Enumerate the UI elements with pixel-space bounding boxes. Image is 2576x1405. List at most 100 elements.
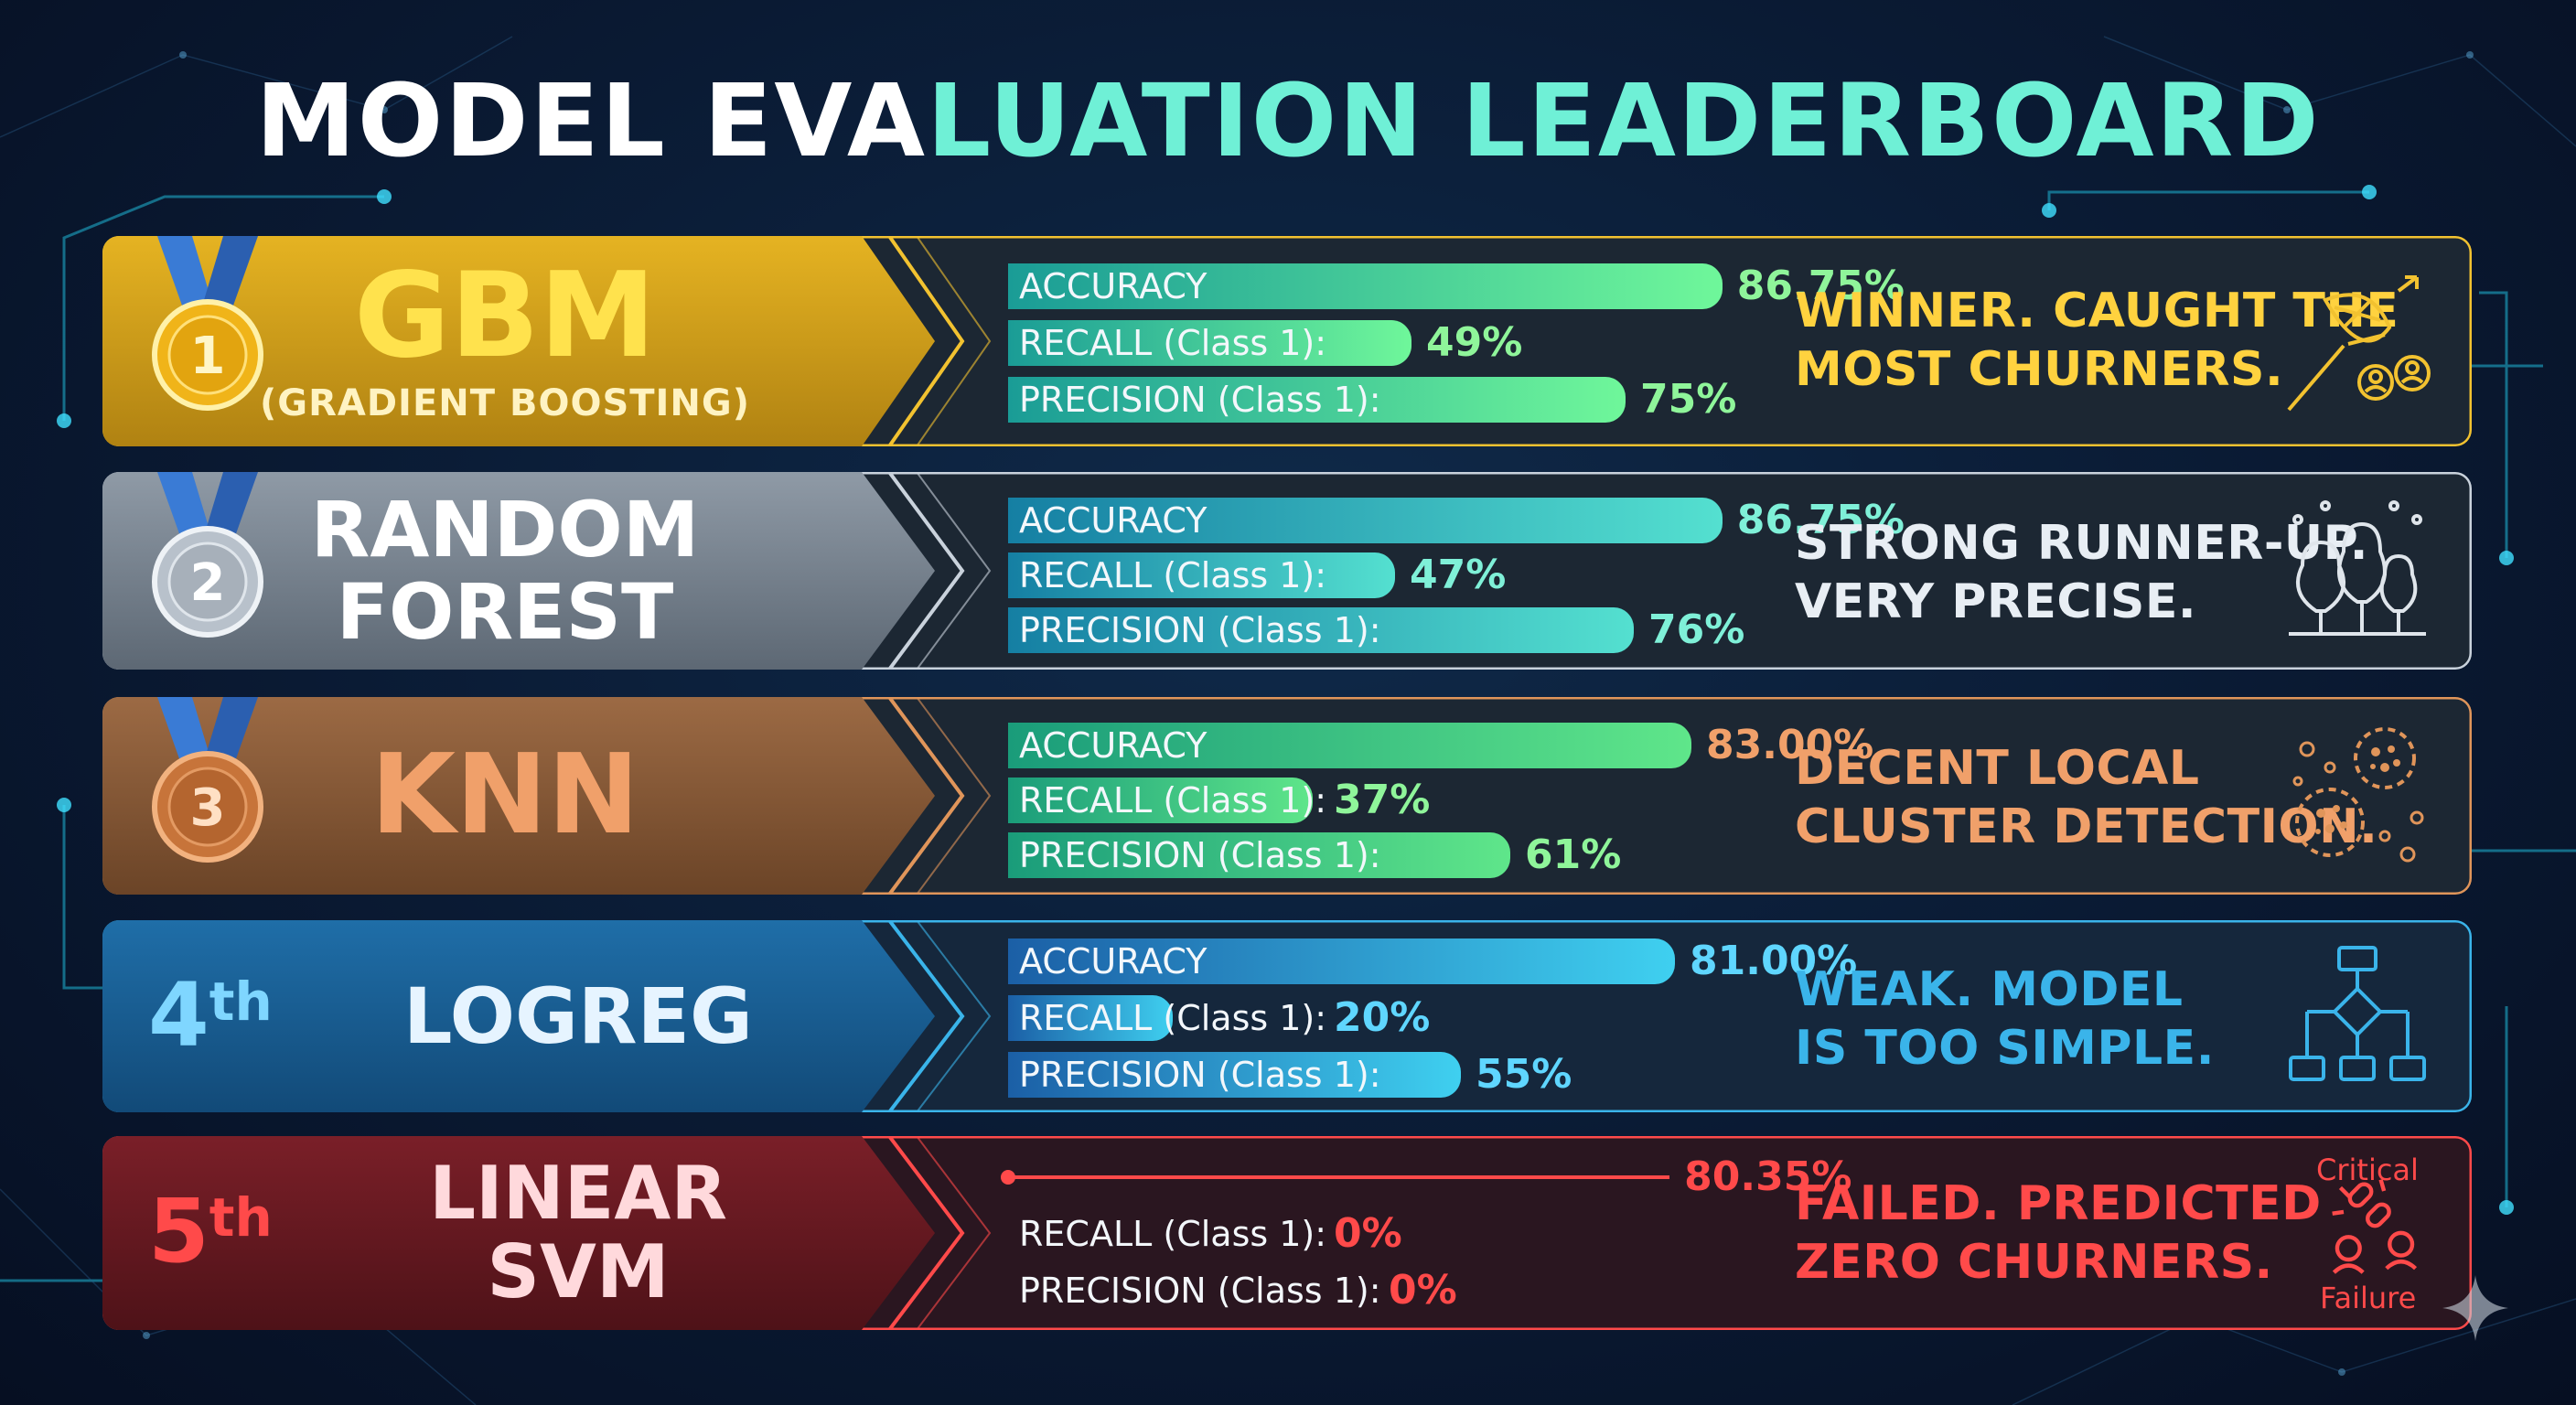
- rank-number: 4: [148, 964, 209, 1067]
- leaderboard-row-linear-svm: 5th LINEAR SVM 80.35% RECALL (Class 1): …: [102, 1136, 2472, 1330]
- comment-linear-svm: FAILED. PREDICTED ZERO CHURNERS.: [1795, 1174, 2322, 1292]
- comment-line-2: IS TOO SIMPLE.: [1795, 1021, 2215, 1076]
- label-accuracy: ACCURACY: [1019, 500, 1208, 541]
- value-precision: 55%: [1476, 1051, 1572, 1098]
- bar-precision: [1008, 377, 1626, 423]
- metric-bars: ACCURACY 86.75% RECALL (Class 1): 49% PR…: [907, 236, 1914, 446]
- label-precision: PRECISION (Class 1):: [1019, 1271, 1381, 1311]
- rank-suffix: th: [209, 1186, 273, 1249]
- comment-line-2: VERY PRECISE.: [1795, 574, 2197, 629]
- bar-recall: [1008, 995, 1173, 1041]
- model-name-gbm: GBM: [354, 248, 656, 384]
- metric-bars: ACCURACY 86.75% RECALL (Class 1): 47% PR…: [907, 472, 1914, 670]
- comment-line-1: DECENT LOCAL: [1795, 741, 2200, 796]
- label-precision: PRECISION (Class 1):: [1019, 835, 1381, 875]
- value-accuracy: 86.75%: [1736, 263, 1905, 309]
- medal-rank-1: 1: [190, 327, 226, 386]
- bronze-medal-icon: 3: [152, 697, 263, 863]
- comment-line-1: FAILED. PREDICTED: [1795, 1176, 2322, 1231]
- leaderboard-row-gbm: 1 GBM (GRADIENT BOOSTING) ACCURACY 86.75…: [102, 236, 2472, 446]
- value-recall: 20%: [1334, 994, 1431, 1041]
- bar-accuracy: [1008, 498, 1723, 543]
- bar-recall: [1008, 778, 1313, 823]
- leaderboard-row-logreg: 4th LOGREG ACCURACY 81.00% RECALL (Class…: [102, 920, 2472, 1112]
- model-name-line-1: RANDOM: [310, 485, 700, 574]
- comment-knn: DECENT LOCAL CLUSTER DETECTION.: [1795, 739, 2377, 856]
- label-precision: PRECISION (Class 1):: [1019, 380, 1381, 420]
- model-label-area: KNN: [102, 697, 907, 895]
- medal-rank-2: 2: [190, 553, 226, 613]
- comment-random-forest: STRONG RUNNER-UP. VERY PRECISE.: [1795, 514, 2368, 631]
- value-recall: 0%: [1334, 1210, 1402, 1257]
- bar-recall: [1008, 320, 1411, 366]
- model-name-line-2: SVM: [487, 1229, 670, 1314]
- leaderboard-row-random-forest: 2 RANDOM FOREST ACCURACY 86.75% RECALL (…: [102, 472, 2472, 670]
- metric-bars: ACCURACY 81.00% RECALL (Class 1): 20% PR…: [907, 920, 1914, 1112]
- label-recall: RECALL (Class 1):: [1019, 1214, 1327, 1254]
- flowchart-icon: [2289, 946, 2426, 1081]
- gold-medal-icon: 1: [152, 236, 263, 411]
- model-label-area: RANDOM FOREST: [102, 472, 907, 670]
- rank-suffix: th: [209, 971, 273, 1033]
- model-label-area: GBM (GRADIENT BOOSTING): [102, 236, 907, 446]
- value-precision: 61%: [1525, 831, 1622, 878]
- bar-precision: [1008, 1052, 1461, 1098]
- value-recall: 37%: [1334, 777, 1431, 823]
- comment-line-2: CLUSTER DETECTION.: [1795, 799, 2378, 854]
- comment-line-2: ZERO CHURNERS.: [1795, 1235, 2273, 1290]
- critical-label: Critical: [2316, 1153, 2419, 1187]
- title-part-white: MODEL EVA: [255, 62, 928, 179]
- label-accuracy: ACCURACY: [1019, 725, 1208, 766]
- silver-medal-icon: 2: [152, 472, 263, 638]
- comment-logreg: WEAK. MODEL IS TOO SIMPLE.: [1795, 960, 2215, 1078]
- bar-accuracy-start-dot: [1001, 1170, 1015, 1185]
- comment-line-1: STRONG RUNNER-UP.: [1795, 516, 2368, 571]
- comment-line-2: MOST CHURNERS.: [1795, 342, 2284, 397]
- comment-gbm: WINNER. CAUGHT THE MOST CHURNERS.: [1795, 282, 2399, 399]
- label-accuracy: ACCURACY: [1019, 266, 1208, 306]
- value-recall: 49%: [1426, 319, 1523, 366]
- bar-accuracy: [1008, 938, 1675, 984]
- model-label-area: LINEAR SVM: [176, 1136, 981, 1330]
- model-name-logreg: LOGREG: [403, 971, 753, 1061]
- bar-precision: [1008, 607, 1634, 653]
- value-accuracy: 86.75%: [1736, 497, 1905, 543]
- label-recall: RECALL (Class 1):: [1019, 555, 1327, 595]
- bar-accuracy-line: [1001, 1170, 1670, 1185]
- page-title: MODEL EVALUATION LEADERBOARD: [0, 57, 2576, 185]
- medal-rank-3: 3: [190, 778, 226, 838]
- model-name-line-2: FOREST: [336, 567, 674, 657]
- rank-number: 5: [148, 1180, 209, 1282]
- rank-4th: 4th: [148, 971, 273, 1059]
- value-accuracy: 83.00%: [1706, 722, 1874, 768]
- failure-label: Failure: [2320, 1281, 2417, 1315]
- leaderboard-row-knn: 3 KNN ACCURACY 83.00% RECALL (Class 1): …: [102, 697, 2472, 895]
- comment-line-1: WEAK. MODEL: [1795, 962, 2184, 1017]
- metric-bars: 80.35% RECALL (Class 1): 0% PRECISION (C…: [907, 1136, 1914, 1330]
- sparkle-icon: [2442, 1275, 2508, 1341]
- net-catching-users-icon: [2287, 275, 2431, 412]
- bar-accuracy: [1008, 263, 1723, 309]
- label-precision: PRECISION (Class 1):: [1019, 1055, 1381, 1095]
- bar-accuracy: [1008, 723, 1691, 768]
- value-recall: 47%: [1410, 552, 1507, 598]
- broken-link-user-icon: [2332, 1179, 2418, 1274]
- label-accuracy: ACCURACY: [1019, 941, 1208, 981]
- bar-recall: [1008, 552, 1395, 598]
- value-precision: 75%: [1640, 376, 1737, 423]
- clusters-icon: [2292, 727, 2424, 863]
- label-recall: RECALL (Class 1):: [1019, 780, 1327, 820]
- comment-line-1: WINNER. CAUGHT THE: [1795, 284, 2399, 338]
- value-accuracy: 81.00%: [1690, 938, 1858, 984]
- model-name-line-1: LINEAR: [429, 1151, 727, 1236]
- value-precision: 0%: [1389, 1267, 1457, 1314]
- label-recall: RECALL (Class 1):: [1019, 998, 1327, 1038]
- label-precision: PRECISION (Class 1):: [1019, 610, 1381, 650]
- forest-icon: [2289, 500, 2426, 636]
- model-label-area: LOGREG: [176, 920, 981, 1112]
- model-name-knn: KNN: [370, 732, 639, 859]
- metric-bars: ACCURACY 83.00% RECALL (Class 1): 37% PR…: [907, 697, 1914, 895]
- rank-5th: 5th: [148, 1187, 273, 1275]
- bar-precision: [1008, 832, 1510, 878]
